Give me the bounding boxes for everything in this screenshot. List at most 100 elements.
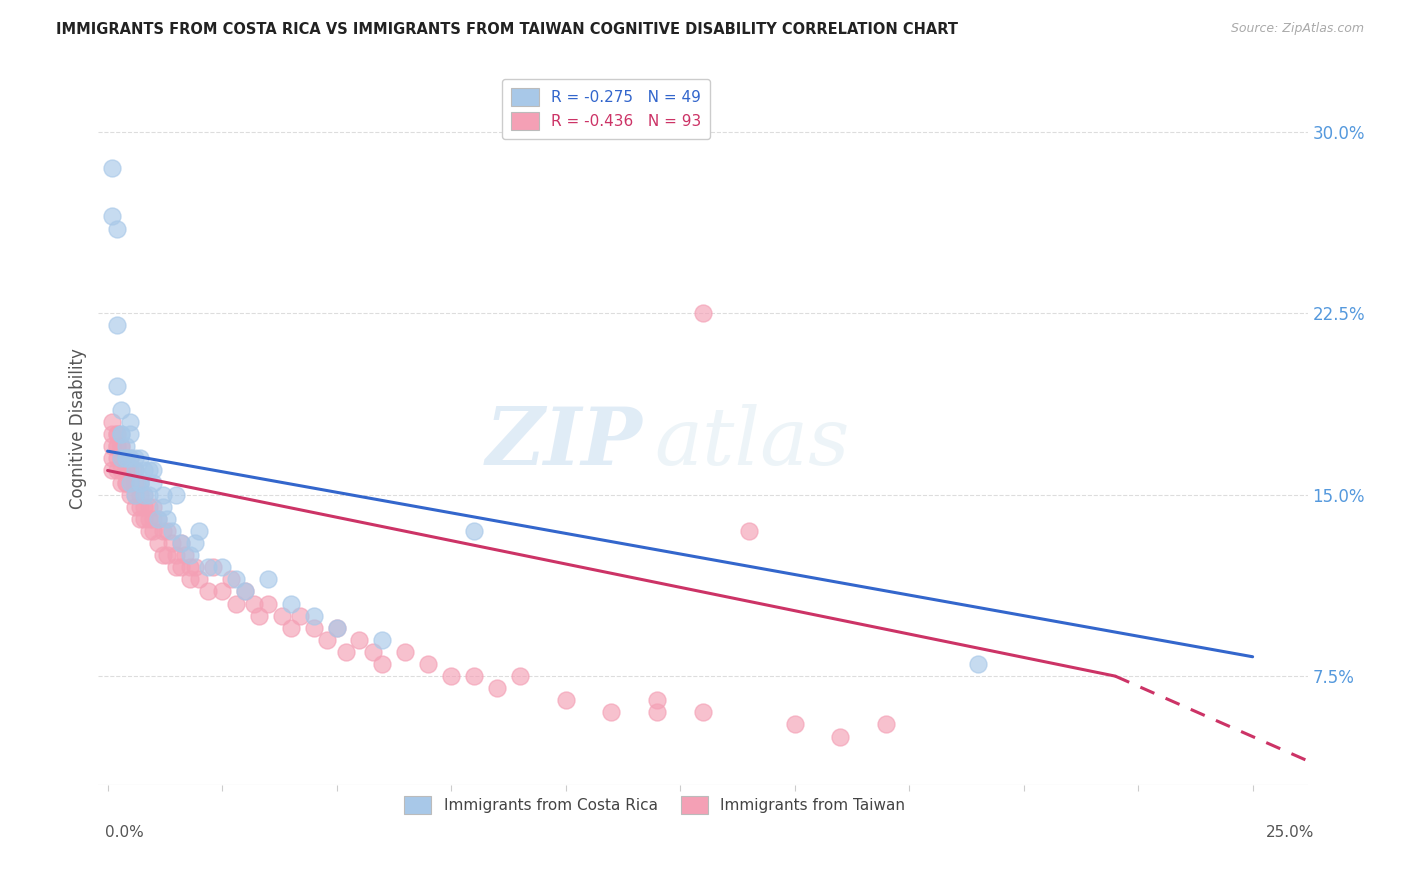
Point: [188, 572, 211, 586]
Point: [128, 512, 150, 526]
Point: [600, 706, 623, 720]
Point: [138, 463, 160, 477]
Point: [280, 621, 302, 635]
Point: [966, 657, 988, 671]
Point: [288, 608, 311, 623]
Point: [124, 500, 146, 514]
Point: [105, 379, 128, 393]
Point: [197, 584, 219, 599]
Text: atlas: atlas: [655, 404, 851, 481]
Point: [509, 669, 531, 683]
Point: [138, 500, 160, 514]
Y-axis label: Cognitive Disability: Cognitive Disability: [69, 348, 87, 508]
Point: [394, 645, 416, 659]
Point: [101, 439, 124, 453]
Point: [105, 439, 128, 453]
Text: ZIP: ZIP: [485, 404, 643, 481]
Point: [124, 451, 146, 466]
Point: [463, 669, 485, 683]
Point: [211, 560, 233, 574]
Point: [101, 451, 124, 466]
Point: [115, 451, 138, 466]
Point: [440, 669, 463, 683]
Point: [152, 500, 174, 514]
Point: [134, 488, 156, 502]
Point: [146, 512, 169, 526]
Point: [124, 463, 146, 477]
Point: [170, 536, 193, 550]
Point: [349, 632, 371, 647]
Point: [115, 463, 138, 477]
Point: [257, 572, 280, 586]
Point: [554, 693, 576, 707]
Point: [211, 584, 233, 599]
Point: [179, 572, 201, 586]
Text: Source: ZipAtlas.com: Source: ZipAtlas.com: [1230, 22, 1364, 36]
Point: [101, 463, 124, 477]
Point: [174, 548, 197, 562]
Point: [105, 427, 128, 442]
Point: [201, 560, 224, 574]
Point: [179, 560, 201, 574]
Point: [120, 475, 142, 490]
Point: [110, 427, 132, 442]
Point: [243, 597, 266, 611]
Point: [128, 500, 150, 514]
Point: [124, 475, 146, 490]
Point: [170, 536, 193, 550]
Point: [335, 645, 357, 659]
Point: [165, 560, 187, 574]
Point: [325, 621, 347, 635]
Point: [142, 524, 165, 538]
Point: [645, 693, 668, 707]
Point: [105, 318, 128, 333]
Point: [110, 463, 132, 477]
Point: [101, 427, 124, 442]
Point: [645, 706, 668, 720]
Point: [233, 584, 256, 599]
Point: [101, 415, 124, 429]
Point: [115, 451, 138, 466]
Point: [183, 560, 205, 574]
Point: [120, 463, 142, 477]
Point: [124, 463, 146, 477]
Point: [316, 632, 339, 647]
Point: [142, 512, 165, 526]
Point: [120, 427, 142, 442]
Text: IMMIGRANTS FROM COSTA RICA VS IMMIGRANTS FROM TAIWAN COGNITIVE DISABILITY CORREL: IMMIGRANTS FROM COSTA RICA VS IMMIGRANTS…: [56, 22, 959, 37]
Point: [110, 439, 132, 453]
Point: [152, 524, 174, 538]
Point: [110, 451, 132, 466]
Point: [110, 427, 132, 442]
Point: [128, 475, 150, 490]
Point: [225, 572, 247, 586]
Point: [128, 451, 150, 466]
Point: [183, 536, 205, 550]
Point: [115, 475, 138, 490]
Point: [188, 524, 211, 538]
Point: [128, 475, 150, 490]
Point: [219, 572, 242, 586]
Point: [156, 548, 179, 562]
Point: [134, 512, 156, 526]
Point: [120, 475, 142, 490]
Point: [110, 403, 132, 417]
Point: [101, 210, 124, 224]
Point: [302, 608, 325, 623]
Point: [418, 657, 440, 671]
Point: [160, 524, 183, 538]
Point: [134, 488, 156, 502]
Point: [110, 451, 132, 466]
Point: [463, 524, 485, 538]
Point: [120, 451, 142, 466]
Point: [101, 161, 124, 175]
Point: [783, 717, 806, 731]
Point: [146, 536, 169, 550]
Point: [134, 463, 156, 477]
Point: [128, 475, 150, 490]
Point: [875, 717, 897, 731]
Point: [225, 597, 247, 611]
Point: [115, 451, 138, 466]
Point: [738, 524, 761, 538]
Point: [105, 221, 128, 235]
